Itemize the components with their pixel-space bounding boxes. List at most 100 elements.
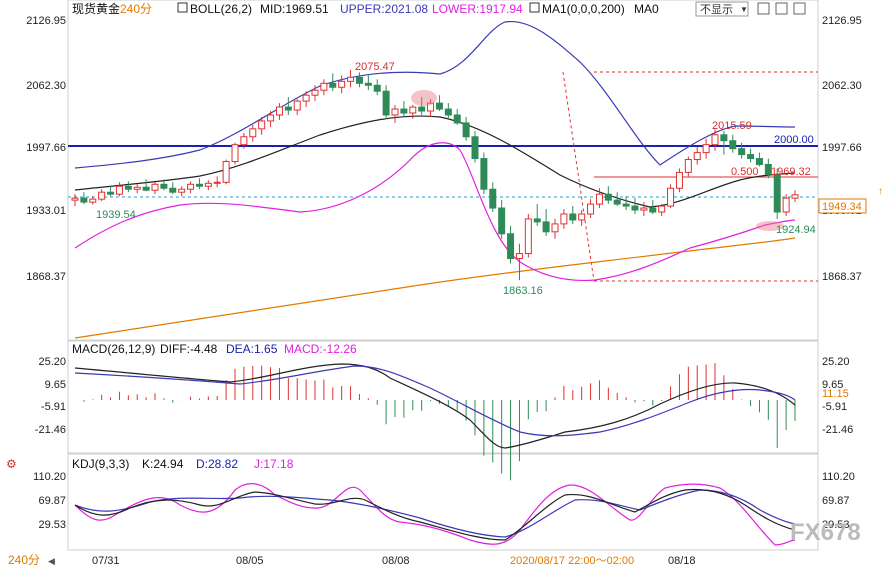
kdj-axis: 110.20 69.87 29.53 110.20 69.87 29.53	[33, 471, 855, 531]
candle-body	[444, 108, 452, 116]
macd-tick-label: -21.46	[35, 424, 66, 436]
price-tick-label: 1868.37	[26, 271, 66, 283]
candle-body	[631, 205, 639, 211]
candle-body	[755, 158, 763, 165]
candle-body	[187, 183, 195, 190]
kdj-header: ⚙ KDJ(9,3,3) K:24.94 D:28.82 J:17.18	[6, 457, 294, 471]
boll-upper-line	[74, 20, 796, 169]
price-panel[interactable]	[67, 0, 819, 341]
kdj-panel[interactable]	[67, 453, 819, 551]
minus-icon[interactable]	[775, 2, 788, 15]
candle-body	[640, 207, 648, 211]
candle-body	[204, 182, 212, 187]
macd-tick-label: -5.91	[822, 401, 847, 413]
trend-line	[562, 71, 595, 282]
price-tick-label: 1997.66	[822, 142, 862, 154]
candle-body	[80, 197, 88, 203]
close-icon[interactable]	[793, 2, 806, 15]
date-tick-label: 08/08	[382, 555, 410, 567]
candle-body	[275, 106, 283, 116]
candle-body	[311, 89, 319, 96]
bottom-bar: 240分 ◀ 07/31 08/05 08/08 2020/08/17 22:0…	[0, 551, 890, 568]
macd-value: MACD:-12.26	[284, 342, 357, 356]
macd-tick-label: -5.91	[41, 401, 66, 413]
candle-body	[427, 102, 435, 112]
candle-body	[249, 128, 257, 138]
candle-body	[613, 199, 621, 205]
candle-body	[151, 183, 159, 191]
kdj-d: D:28.82	[196, 457, 238, 471]
period-selector[interactable]: 240分	[8, 553, 40, 567]
fib-price-label: 1969.32	[771, 166, 811, 178]
kdj-j: J:17.18	[254, 457, 294, 471]
candle-body	[667, 187, 675, 207]
macd-diff-line	[74, 363, 796, 449]
candle-body	[302, 94, 310, 102]
candle-body	[729, 140, 737, 150]
macd-tick-label: 9.65	[822, 379, 843, 391]
candle-body	[622, 203, 630, 207]
ma-checkbox-icon[interactable]	[529, 2, 540, 13]
candle-body	[578, 213, 586, 221]
candle-body	[711, 134, 719, 146]
candle-body	[738, 148, 746, 156]
candle-body	[560, 213, 568, 225]
candle-body	[178, 188, 186, 193]
arrow-up-icon: ↑	[878, 186, 883, 197]
low-label: 1863.16	[503, 285, 543, 297]
candle-body	[133, 186, 141, 190]
macd-tick-label: -21.46	[822, 424, 853, 436]
candle-body	[720, 134, 728, 142]
price-tick-label: 2062.30	[822, 80, 862, 92]
candle-body	[160, 183, 168, 189]
candles	[71, 69, 799, 281]
candle-body	[355, 76, 363, 84]
candle-body	[373, 84, 381, 92]
candle-body	[453, 114, 461, 124]
price-tick-label: 1933.01	[26, 205, 66, 217]
candle-body	[524, 218, 532, 255]
candle-body	[89, 198, 97, 203]
macd-panel[interactable]	[67, 340, 819, 454]
display-toggle-button[interactable]	[695, 1, 749, 17]
candle-body	[284, 106, 292, 111]
current-price-label: 1949.34	[822, 201, 862, 213]
candle-body	[195, 183, 203, 187]
low-label: 1939.54	[96, 209, 136, 221]
boll-upper: UPPER:2021.08	[340, 2, 428, 16]
candle-body	[409, 106, 417, 114]
candle-body	[338, 80, 346, 88]
candle-body	[231, 144, 239, 163]
candle-body	[533, 218, 541, 223]
candle-body	[107, 191, 115, 195]
kdj-tick-label: 29.53	[38, 519, 66, 531]
boll-checkbox-icon[interactable]	[177, 2, 188, 13]
candle-body	[542, 221, 550, 233]
price-left-axis: 2126.95 2062.30 1997.66 1933.01 1868.37	[26, 15, 66, 283]
candle-body	[329, 82, 337, 88]
gear-icon[interactable]: ⚙	[6, 457, 17, 471]
macd-tick-label: 9.65	[45, 379, 66, 391]
kdj-tick-label: 29.53	[822, 519, 850, 531]
period-label: 240分	[120, 2, 152, 16]
macd-tick-label: 25.20	[822, 356, 850, 368]
candle-body	[222, 161, 230, 183]
caret-icon[interactable]: ◀	[48, 556, 55, 566]
macd-header: MACD(26,12,9) DIFF:-4.48 DEA:1.65 MACD:-…	[72, 342, 357, 356]
fib-ratio-label: 0.500	[731, 166, 759, 178]
candle-body	[773, 173, 781, 213]
candle-body	[347, 76, 355, 82]
candle-body	[115, 185, 123, 195]
price-right-axis: 2126.95 2062.30 1997.66 1933.01 1868.37	[822, 15, 862, 283]
candle-body	[169, 187, 177, 193]
macd-dea-line	[74, 365, 796, 437]
candle-body	[702, 144, 710, 154]
candle-body	[675, 171, 683, 189]
boll-lower-line	[74, 142, 796, 282]
price-annotations: 2075.47 1939.54 1863.16 2015.59 2000.00 …	[96, 61, 816, 297]
macd-current-label: 11.15	[822, 388, 849, 400]
settings-icon[interactable]	[757, 2, 770, 15]
macd-label: MACD(26,12,9)	[72, 342, 155, 356]
high-label: 2015.59	[712, 120, 752, 132]
macd-axis: 25.20 9.65 -5.91 -21.46 25.20 9.65 -5.91…	[35, 356, 853, 436]
